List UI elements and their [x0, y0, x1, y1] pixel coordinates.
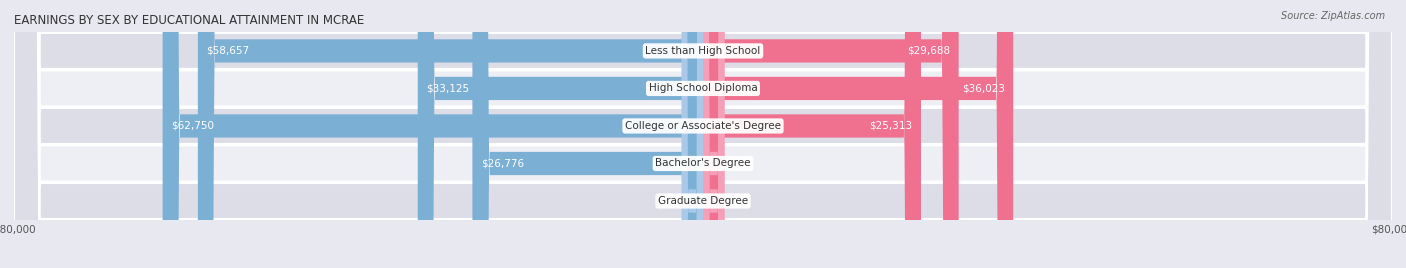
Text: $26,776: $26,776: [481, 158, 524, 169]
Text: Graduate Degree: Graduate Degree: [658, 196, 748, 206]
FancyBboxPatch shape: [14, 0, 1392, 268]
FancyBboxPatch shape: [703, 0, 724, 268]
FancyBboxPatch shape: [703, 0, 959, 268]
Text: $0: $0: [710, 196, 723, 206]
FancyBboxPatch shape: [14, 0, 1392, 268]
FancyBboxPatch shape: [198, 0, 703, 268]
Text: Bachelor's Degree: Bachelor's Degree: [655, 158, 751, 169]
Text: $25,313: $25,313: [869, 121, 912, 131]
FancyBboxPatch shape: [703, 0, 724, 268]
Text: $0: $0: [683, 196, 696, 206]
FancyBboxPatch shape: [703, 0, 921, 268]
Text: College or Associate's Degree: College or Associate's Degree: [626, 121, 780, 131]
FancyBboxPatch shape: [703, 0, 1014, 268]
Text: $33,125: $33,125: [426, 83, 470, 94]
Text: High School Diploma: High School Diploma: [648, 83, 758, 94]
FancyBboxPatch shape: [14, 0, 1392, 268]
FancyBboxPatch shape: [14, 0, 1392, 268]
Text: $36,023: $36,023: [962, 83, 1005, 94]
FancyBboxPatch shape: [418, 0, 703, 268]
Text: Source: ZipAtlas.com: Source: ZipAtlas.com: [1281, 11, 1385, 21]
Text: $0: $0: [710, 158, 723, 169]
Text: $29,688: $29,688: [907, 46, 950, 56]
FancyBboxPatch shape: [682, 0, 703, 268]
FancyBboxPatch shape: [14, 0, 1392, 268]
Text: EARNINGS BY SEX BY EDUCATIONAL ATTAINMENT IN MCRAE: EARNINGS BY SEX BY EDUCATIONAL ATTAINMEN…: [14, 14, 364, 27]
FancyBboxPatch shape: [163, 0, 703, 268]
Text: $58,657: $58,657: [207, 46, 249, 56]
Text: $62,750: $62,750: [172, 121, 214, 131]
FancyBboxPatch shape: [472, 0, 703, 268]
Text: Less than High School: Less than High School: [645, 46, 761, 56]
